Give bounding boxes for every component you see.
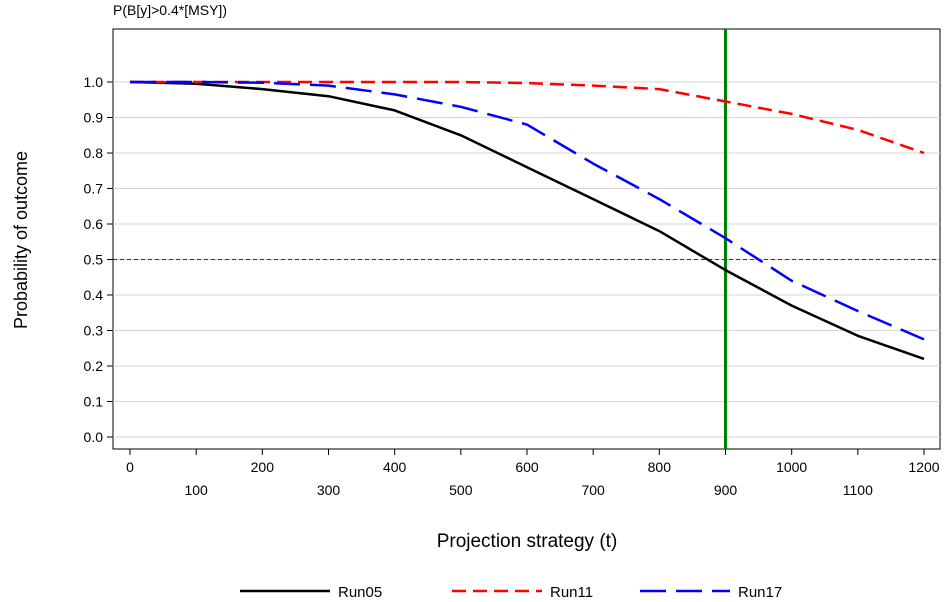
y-tick-label: 0.6 xyxy=(84,216,104,232)
x-tick-label: 700 xyxy=(581,482,605,498)
x-tick-label: 200 xyxy=(251,459,275,475)
x-tick-label: 400 xyxy=(383,459,407,475)
y-tick-label: 0.8 xyxy=(84,145,104,161)
x-tick-label: 800 xyxy=(648,459,672,475)
y-tick-label: 0.4 xyxy=(84,287,104,303)
x-tick-label: 500 xyxy=(449,482,473,498)
legend-label-run05: Run05 xyxy=(338,584,382,601)
x-axis-label: Projection strategy (t) xyxy=(437,531,618,552)
x-tick-label: 0 xyxy=(126,459,134,475)
plot-area-frame xyxy=(112,28,941,450)
x-tick-label: 1200 xyxy=(908,459,939,475)
x-tick-label: 900 xyxy=(714,482,738,498)
legend-label-run11: Run11 xyxy=(550,584,593,601)
legend: Run05 Run11 Run17 xyxy=(240,584,782,601)
y-tick-label: 0.7 xyxy=(84,181,104,197)
legend-label-run17: Run17 xyxy=(738,584,782,601)
y-tick-label: 1.0 xyxy=(84,74,104,90)
y-tick-label: 0.5 xyxy=(84,252,104,268)
y-tick-label: 0.1 xyxy=(84,394,104,410)
x-tick-label: 1000 xyxy=(776,459,807,475)
y-tick-label: 0.9 xyxy=(84,110,104,126)
series-line-run17 xyxy=(130,80,925,341)
y-tick-label: 0.0 xyxy=(84,429,104,445)
y-tick-label: 0.3 xyxy=(84,323,104,339)
x-tick-label: 1100 xyxy=(843,482,873,498)
x-tick-label: 300 xyxy=(317,482,341,498)
y-tick-label: 0.2 xyxy=(84,358,104,374)
y-axis-label: Probability of outcome xyxy=(11,151,31,329)
series-line-run05 xyxy=(129,80,925,361)
x-tick-label: 100 xyxy=(184,482,208,498)
chart-title: P(B[y]>0.4*[MSY]) xyxy=(113,2,227,18)
x-tick-label: 600 xyxy=(515,459,539,475)
